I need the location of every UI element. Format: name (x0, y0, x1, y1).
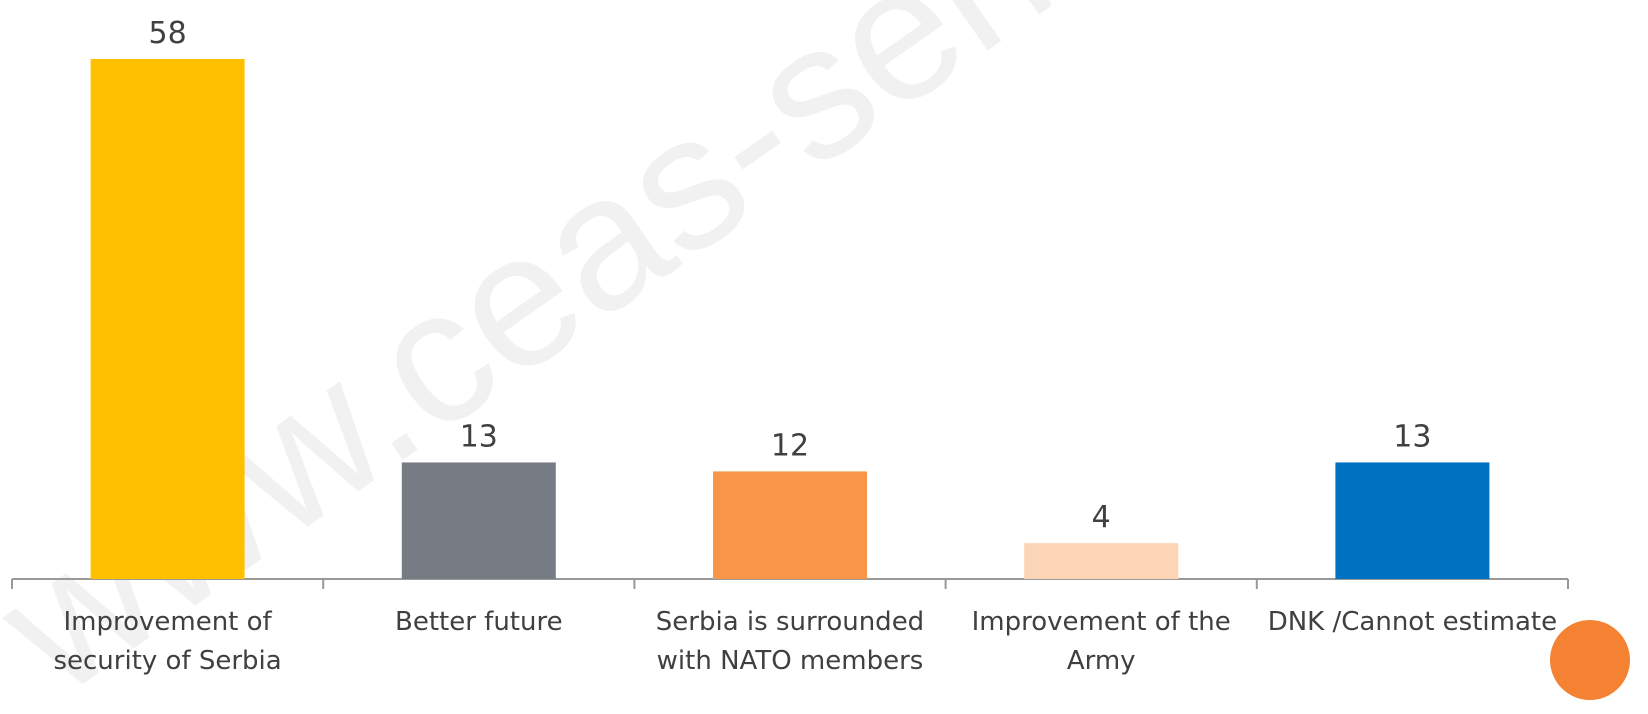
decoration (1550, 620, 1630, 700)
value-label: 58 (149, 16, 187, 51)
value-label: 12 (771, 428, 809, 463)
x-tick-label: DNK /Cannot estimate (1267, 607, 1558, 637)
bar (1335, 462, 1490, 579)
value-label: 13 (460, 419, 498, 454)
value-label: 13 (1393, 419, 1431, 454)
bar (1024, 543, 1179, 579)
x-tick-label: Improvement of the Army (971, 607, 1231, 676)
bar (713, 471, 867, 579)
x-tick-label: Serbia is surrounded with NATO members (655, 607, 925, 676)
x-tick-label: Improvement of security of Serbia (53, 607, 282, 676)
bar (90, 59, 245, 579)
bar (401, 462, 556, 579)
x-tick-label: Better future (395, 607, 563, 637)
value-label: 4 (1092, 500, 1111, 535)
